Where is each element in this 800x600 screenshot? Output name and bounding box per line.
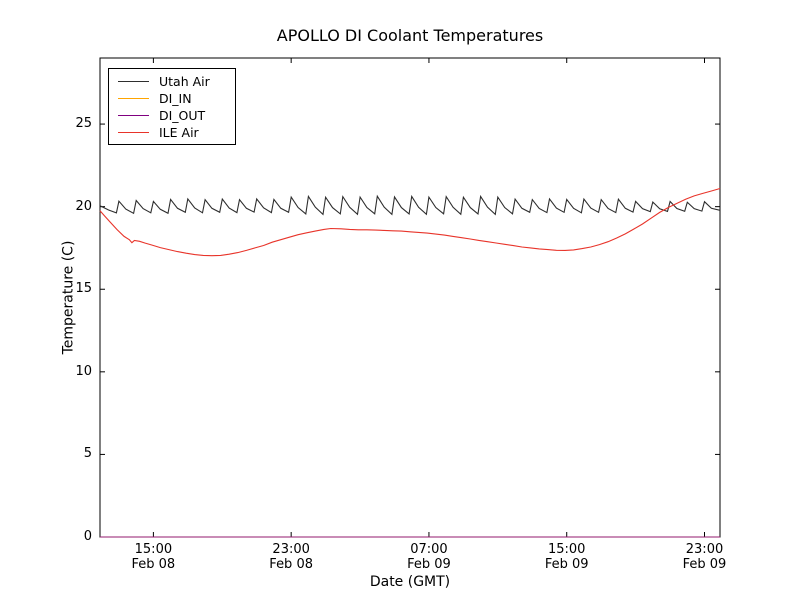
legend-label: DI_IN	[159, 91, 192, 106]
y-tick-label: 5	[83, 446, 92, 462]
legend-line-swatch	[118, 98, 149, 99]
y-axis-label: Temperature (C)	[60, 240, 77, 355]
x-axis-label: Date (GMT)	[369, 574, 451, 590]
legend-label: ILE Air	[159, 125, 199, 140]
series-line-ile-air	[99, 187, 721, 257]
legend-item-di-out: DI_OUT	[109, 107, 235, 124]
legend-line-swatch	[118, 132, 149, 133]
chart-title: APOLLO DI Coolant Temperatures	[276, 26, 544, 45]
legend-item-di-in: DI_IN	[109, 90, 235, 107]
legend-item-ile-air: ILE Air	[109, 124, 235, 141]
x-tick-label: 15:00 Feb 09	[544, 542, 589, 572]
x-tick-label: 15:00 Feb 08	[131, 542, 176, 572]
legend-label: DI_OUT	[159, 108, 206, 123]
y-tick-label: 10	[75, 363, 92, 379]
legend-line-swatch	[118, 81, 149, 82]
x-tick-label: 23:00 Feb 09	[682, 542, 727, 572]
legend-line-swatch	[118, 115, 149, 116]
y-tick-label: 15	[75, 281, 92, 297]
series-line-utah-air	[99, 194, 721, 216]
legend-item-utah-air: Utah Air	[109, 73, 235, 90]
x-tick-label: 23:00 Feb 08	[269, 542, 313, 572]
legend-label: Utah Air	[159, 74, 210, 89]
x-tick-label: 07:00 Feb 09	[407, 542, 451, 572]
y-tick-label: 20	[75, 198, 92, 214]
y-tick-label: 25	[75, 116, 92, 132]
legend: Utah Air DI_IN DI_OUT ILE Air	[108, 68, 236, 145]
y-tick-label: 0	[83, 529, 92, 544]
